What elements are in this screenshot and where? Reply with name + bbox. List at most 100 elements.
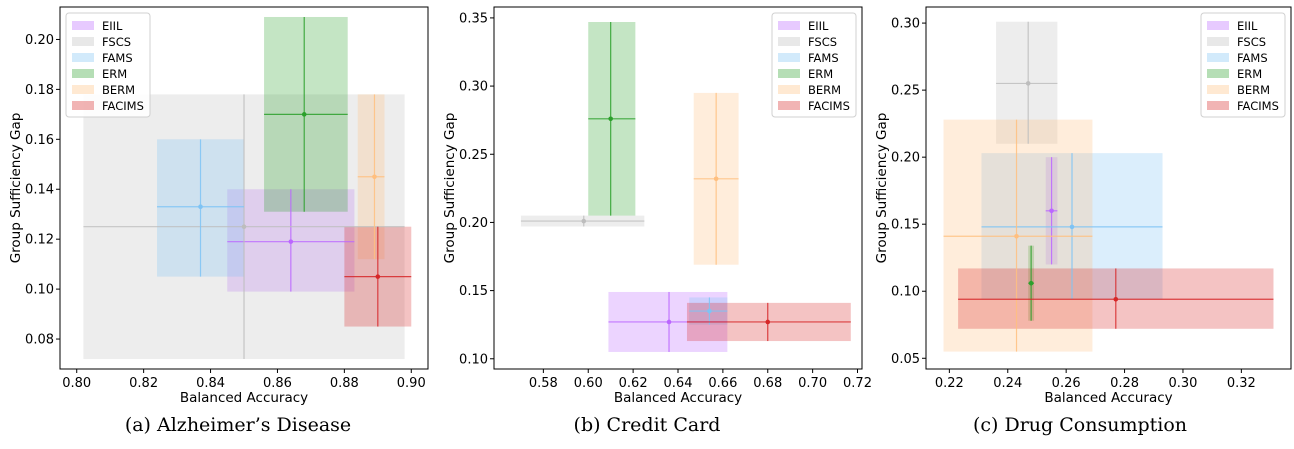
x-axis-label: Balanced Accuracy xyxy=(180,390,308,406)
legend-label-fams: FAMS xyxy=(1237,51,1268,65)
data-point-eiil xyxy=(288,239,294,244)
legend-swatch-fscs xyxy=(1207,37,1229,46)
y-axis-label: Group Sufficiency Gap xyxy=(442,113,458,264)
figure: 0.80 0.82 0.84 0.86 0.88 0.90 0.08 0.10 0.12 0.14… xyxy=(8,6,1292,406)
y-tick-label: 0.12 xyxy=(25,233,54,248)
y-tick-label: 0.30 xyxy=(459,80,488,95)
x-tick-label: 0.82 xyxy=(129,376,158,391)
plot-area xyxy=(943,21,1274,352)
x-tick-label: 0.60 xyxy=(574,376,603,391)
legend-swatch-eiil xyxy=(72,21,94,30)
y-tick-label: 0.14 xyxy=(25,183,54,198)
data-point-fscs xyxy=(581,218,587,224)
legend-label-eiil: EIIL xyxy=(808,19,829,33)
legend-swatch-berm xyxy=(778,85,800,94)
x-tick-label: 0.72 xyxy=(843,376,872,391)
legend-box xyxy=(771,12,857,118)
y-tick-label: 0.20 xyxy=(25,33,54,48)
axes-frame xyxy=(925,6,1292,370)
x-tick-label: 0.62 xyxy=(619,376,648,391)
legend-swatch-berm xyxy=(72,85,94,94)
legend-swatch-fscs xyxy=(72,37,94,46)
data-point-fams xyxy=(707,308,712,314)
legend-swatch-facims xyxy=(72,101,94,110)
x-axis-label: Balanced Accuracy xyxy=(614,390,742,406)
legend-box xyxy=(65,12,151,118)
plot-area xyxy=(520,21,851,352)
plot-area xyxy=(83,16,412,360)
y-axis-label: Group Sufficiency Gap xyxy=(8,113,24,264)
data-point-fscs xyxy=(241,224,247,229)
x-tick-label: 0.30 xyxy=(1168,376,1197,391)
x-tick-label: 0.88 xyxy=(330,376,359,391)
y-tick-label: 0.10 xyxy=(25,283,54,298)
data-point-eiil xyxy=(666,319,672,325)
chart-panel-3: 0.22 0.24 0.26 0.28 0.30 0.32 0.05 0.10 0.15 0.20… xyxy=(874,6,1292,406)
legend-box xyxy=(1200,12,1286,118)
chart-panel-2: 0.58 0.60 0.62 0.64 0.66 0.68 0.70 0.72 0.10 0.15… xyxy=(442,6,872,406)
y-tick-label: 0.16 xyxy=(25,133,54,148)
legend-label-facims: FACIMS xyxy=(102,99,144,113)
legend-label-fams: FAMS xyxy=(102,51,133,65)
data-point-berm xyxy=(1014,233,1019,239)
data-point-erm xyxy=(301,112,307,117)
data-point-facims xyxy=(375,274,381,279)
data-point-fscs xyxy=(1025,81,1031,86)
legend-label-erm: ERM xyxy=(1237,67,1262,81)
legend-label-facims: FACIMS xyxy=(808,99,850,113)
x-tick-label: 0.68 xyxy=(753,376,782,391)
legend: EIIL FSCS FAMS ERM BERM FACIMS xyxy=(1200,12,1286,118)
data-point-berm xyxy=(372,174,377,180)
x-tick-label: 0.84 xyxy=(196,376,225,391)
y-tick-label: 0.30 xyxy=(891,17,920,32)
x-tick-label: 0.66 xyxy=(708,376,737,391)
axes-frame xyxy=(59,6,429,370)
legend-label-berm: BERM xyxy=(1237,83,1270,97)
legend-swatch-fscs xyxy=(778,37,800,46)
legend-swatch-eiil xyxy=(1207,21,1229,30)
legend-swatch-facims xyxy=(1207,101,1229,110)
legend-swatch-fams xyxy=(778,53,800,62)
y-tick-label: 0.10 xyxy=(459,352,488,367)
y-tick-label: 0.20 xyxy=(891,151,920,166)
y-tick-label: 0.10 xyxy=(891,285,920,300)
data-point-erm xyxy=(608,116,613,122)
legend: EIIL FSCS FAMS ERM BERM FACIMS xyxy=(771,12,857,118)
data-point-fams xyxy=(1069,224,1075,230)
legend-swatch-eiil xyxy=(778,21,800,30)
y-tick-label: 0.15 xyxy=(891,218,920,233)
chart-panel-1: 0.80 0.82 0.84 0.86 0.88 0.90 0.08 0.10 0.12 0.14… xyxy=(8,6,429,406)
legend-swatch-facims xyxy=(778,101,800,110)
legend-label-fscs: FSCS xyxy=(808,35,837,49)
legend-swatch-erm xyxy=(778,69,800,78)
x-tick-label: 0.22 xyxy=(935,376,964,391)
legend-label-fscs: FSCS xyxy=(1237,35,1266,49)
x-tick-label: 0.24 xyxy=(993,376,1022,391)
legend-swatch-erm xyxy=(1207,69,1229,78)
legend-label-erm: ERM xyxy=(808,67,833,81)
x-tick-label: 0.32 xyxy=(1227,376,1256,391)
legend-label-berm: BERM xyxy=(808,83,841,97)
caption-a: (a) Alzheimer’s Disease xyxy=(124,414,352,436)
y-tick-label: 0.18 xyxy=(25,83,54,98)
data-point-eiil xyxy=(1049,208,1054,214)
legend-swatch-erm xyxy=(72,69,94,78)
y-tick-label: 0.25 xyxy=(459,148,488,163)
x-tick-label: 0.26 xyxy=(1052,376,1081,391)
y-tick-label: 0.20 xyxy=(459,216,488,231)
x-tick-label: 0.28 xyxy=(1110,376,1139,391)
x-axis-label: Balanced Accuracy xyxy=(1044,390,1172,406)
y-axis-label: Group Sufficiency Gap xyxy=(874,113,890,264)
legend-swatch-fams xyxy=(72,53,94,62)
legend-label-facims: FACIMS xyxy=(1237,99,1279,113)
data-point-fams xyxy=(198,204,203,210)
caption-c: (c) Drug Consumption xyxy=(972,414,1188,436)
legend-label-erm: ERM xyxy=(102,67,127,81)
y-tick-label: 0.25 xyxy=(891,84,920,99)
y-tick-label: 0.08 xyxy=(25,333,54,348)
y-tick-label: 0.35 xyxy=(459,11,488,26)
y-tick-label: 0.05 xyxy=(891,352,920,367)
legend-label-fams: FAMS xyxy=(808,51,839,65)
x-tick-label: 0.90 xyxy=(397,376,426,391)
legend-label-berm: BERM xyxy=(102,83,135,97)
